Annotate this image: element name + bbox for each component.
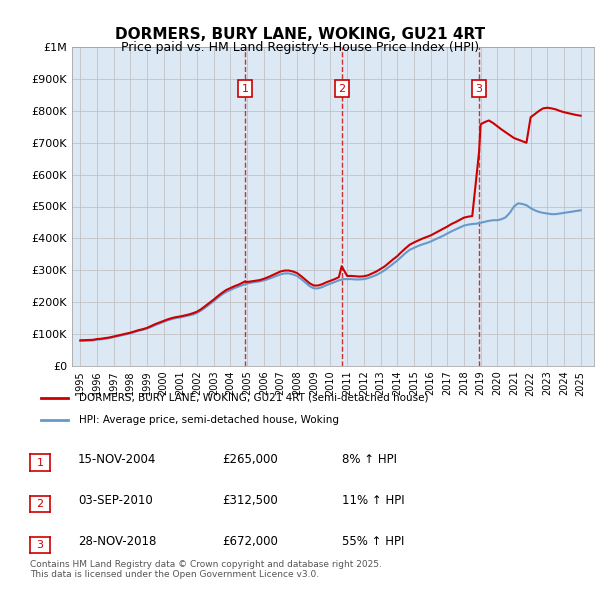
Text: DORMERS, BURY LANE, WOKING, GU21 4RT (semi-detached house): DORMERS, BURY LANE, WOKING, GU21 4RT (se… xyxy=(79,392,428,402)
Text: 28-NOV-2018: 28-NOV-2018 xyxy=(78,535,157,548)
Text: 3: 3 xyxy=(476,84,482,94)
Text: Price paid vs. HM Land Registry's House Price Index (HPI): Price paid vs. HM Land Registry's House … xyxy=(121,41,479,54)
Text: 03-SEP-2010: 03-SEP-2010 xyxy=(78,494,153,507)
Text: 2: 2 xyxy=(37,499,43,509)
Text: 1: 1 xyxy=(242,84,248,94)
Text: 15-NOV-2004: 15-NOV-2004 xyxy=(78,453,157,466)
Text: £672,000: £672,000 xyxy=(222,535,278,548)
Text: £312,500: £312,500 xyxy=(222,494,278,507)
Text: 3: 3 xyxy=(37,540,43,550)
Text: 1: 1 xyxy=(37,458,43,467)
Text: DORMERS, BURY LANE, WOKING, GU21 4RT: DORMERS, BURY LANE, WOKING, GU21 4RT xyxy=(115,27,485,41)
Text: 55% ↑ HPI: 55% ↑ HPI xyxy=(342,535,404,548)
Text: 8% ↑ HPI: 8% ↑ HPI xyxy=(342,453,397,466)
Text: HPI: Average price, semi-detached house, Woking: HPI: Average price, semi-detached house,… xyxy=(79,415,338,425)
Text: 11% ↑ HPI: 11% ↑ HPI xyxy=(342,494,404,507)
Text: £265,000: £265,000 xyxy=(222,453,278,466)
Text: 2: 2 xyxy=(338,84,345,94)
Text: Contains HM Land Registry data © Crown copyright and database right 2025.
This d: Contains HM Land Registry data © Crown c… xyxy=(30,560,382,579)
